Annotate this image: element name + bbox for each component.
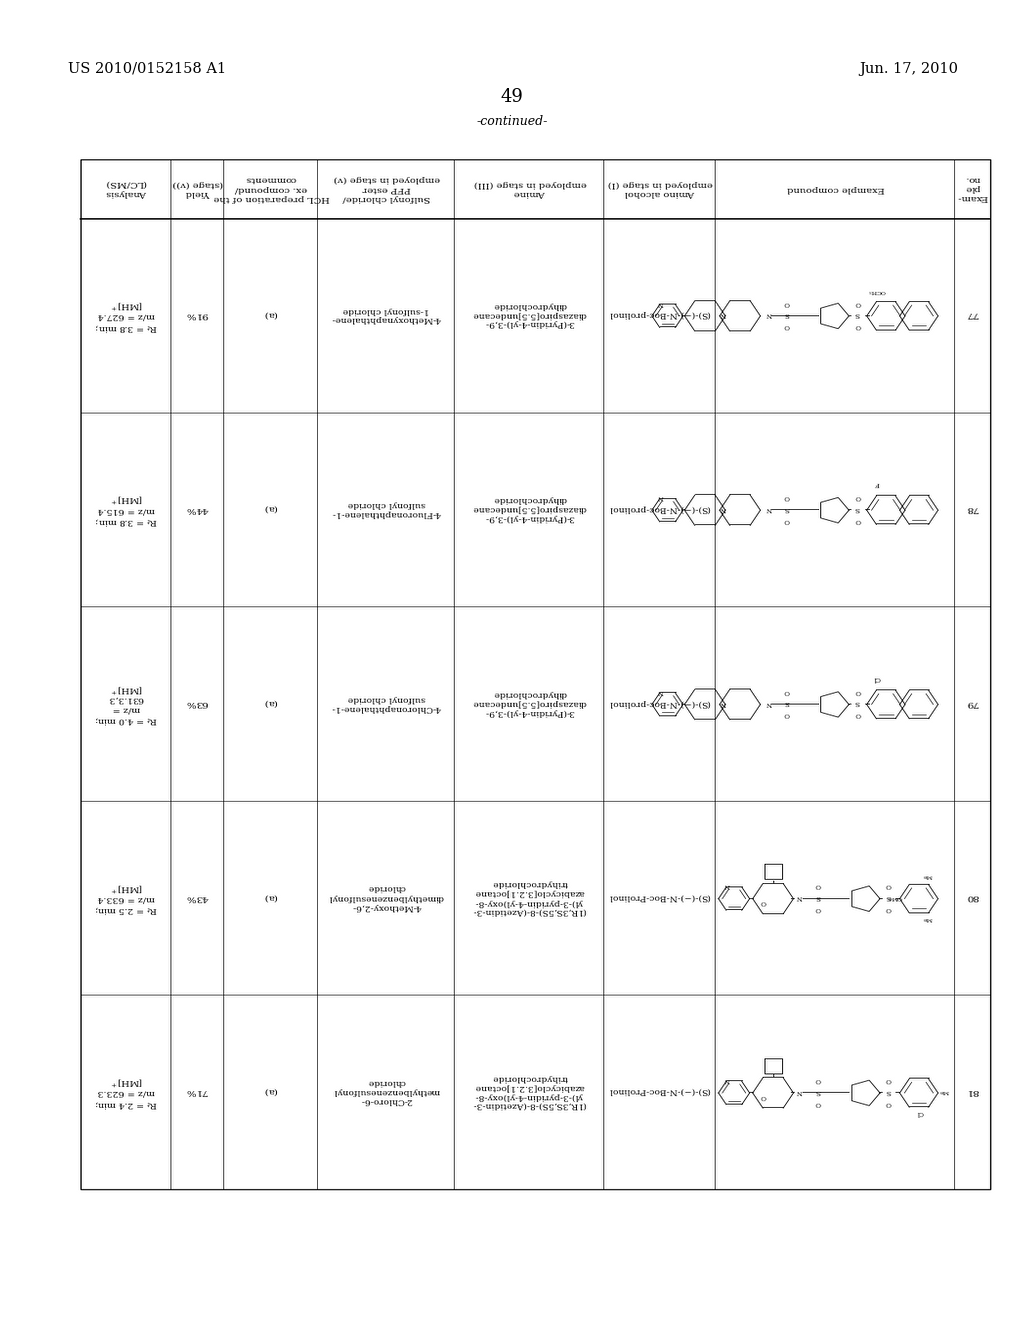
Text: 49: 49 bbox=[501, 88, 523, 106]
Text: -continued-: -continued- bbox=[476, 115, 548, 128]
Text: Jun. 17, 2010: Jun. 17, 2010 bbox=[859, 62, 958, 77]
Text: US 2010/0152158 A1: US 2010/0152158 A1 bbox=[68, 62, 226, 77]
